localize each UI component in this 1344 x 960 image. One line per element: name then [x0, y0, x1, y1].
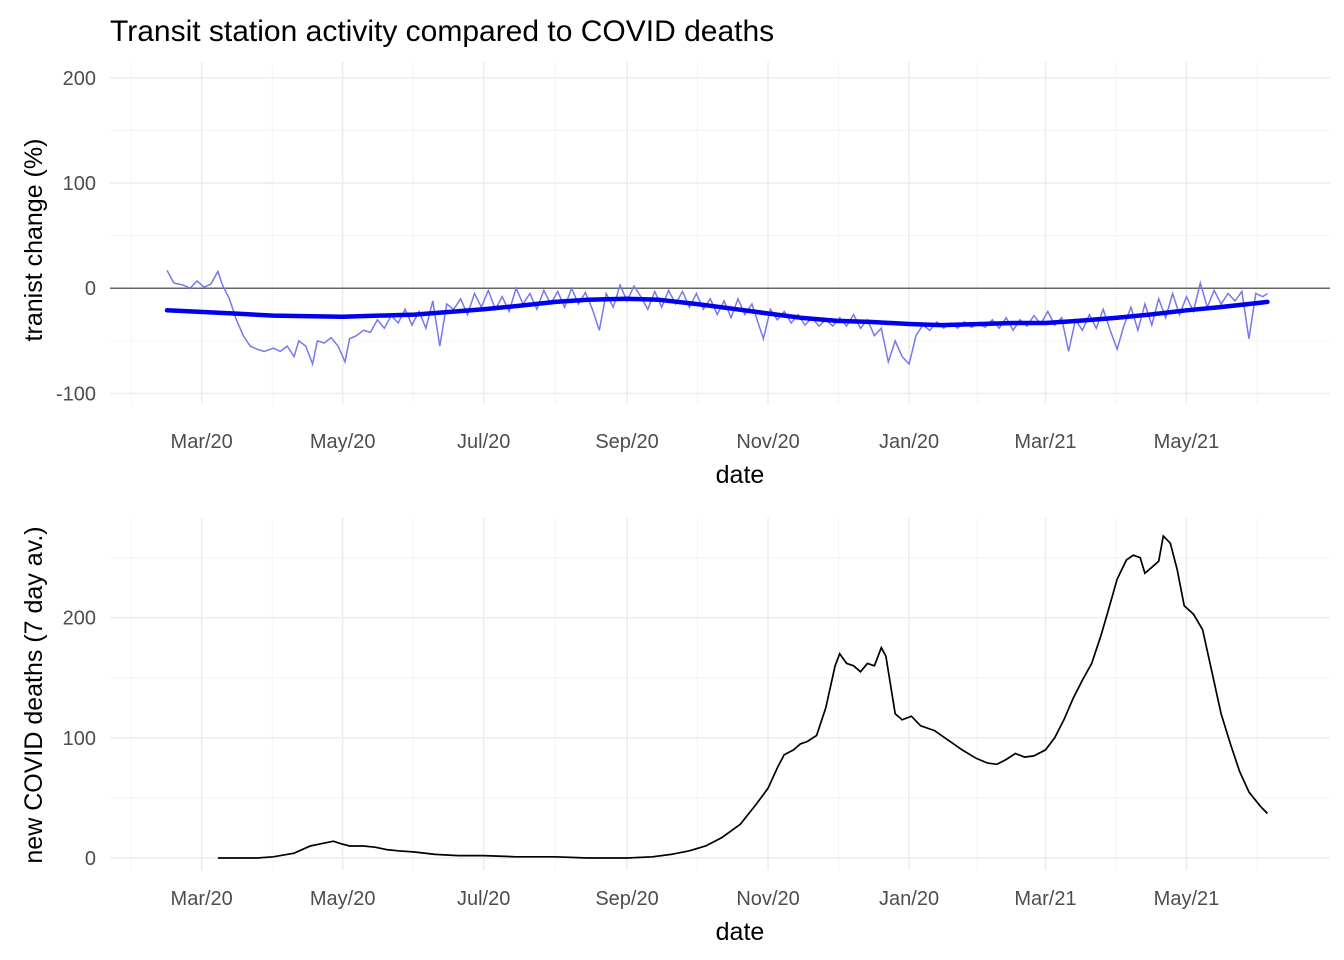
y-tick-label: -100 — [56, 383, 96, 405]
x-tick-label: Nov/20 — [736, 431, 799, 453]
x-tick-label: Jul/20 — [457, 888, 510, 910]
y-tick-label: 100 — [63, 173, 96, 195]
x-tick-label: Mar/20 — [171, 431, 233, 453]
x-axis-title: date — [716, 918, 765, 946]
x-tick-label: Jan/20 — [879, 888, 939, 910]
panel-1: -100 0 100 200 Mar/20 May/20 Jul/20 Sep/20 Nov/2… — [20, 62, 1330, 489]
y-tick-label: 200 — [63, 68, 96, 90]
x-tick-label: Sep/20 — [595, 431, 658, 453]
y-tick-label: 100 — [63, 728, 96, 750]
x-axis-title: date — [716, 461, 765, 489]
chart-title: Transit station activity compared to COV… — [110, 15, 774, 48]
x-tick-label: Mar/21 — [1014, 431, 1076, 453]
x-tick-label: May/20 — [310, 888, 376, 910]
panel-2: 0 100 200 Mar/20 May/20 Jul/20 Sep/20 Nov/20 Jan… — [20, 518, 1330, 946]
y-tick-label: 0 — [85, 848, 96, 870]
x-tick-label: May/20 — [310, 431, 376, 453]
y-tick-label: 200 — [63, 608, 96, 630]
y-tick-label: 0 — [85, 278, 96, 300]
series-line-transit-smoothed — [164, 296, 1270, 328]
x-tick-label: May/21 — [1154, 888, 1220, 910]
y-axis-title: tranist change (%) — [20, 139, 48, 342]
x-tick-label: May/21 — [1154, 431, 1220, 453]
y-axis-title: new COVID deaths (7 day av.) — [20, 526, 48, 863]
x-tick-label: Sep/20 — [595, 888, 658, 910]
x-tick-label: Mar/20 — [171, 888, 233, 910]
x-tick-label: Mar/21 — [1014, 888, 1076, 910]
x-tick-label: Nov/20 — [736, 888, 799, 910]
x-tick-label: Jul/20 — [457, 431, 510, 453]
x-tick-label: Jan/20 — [879, 431, 939, 453]
series-line-covid-deaths — [217, 534, 1269, 859]
